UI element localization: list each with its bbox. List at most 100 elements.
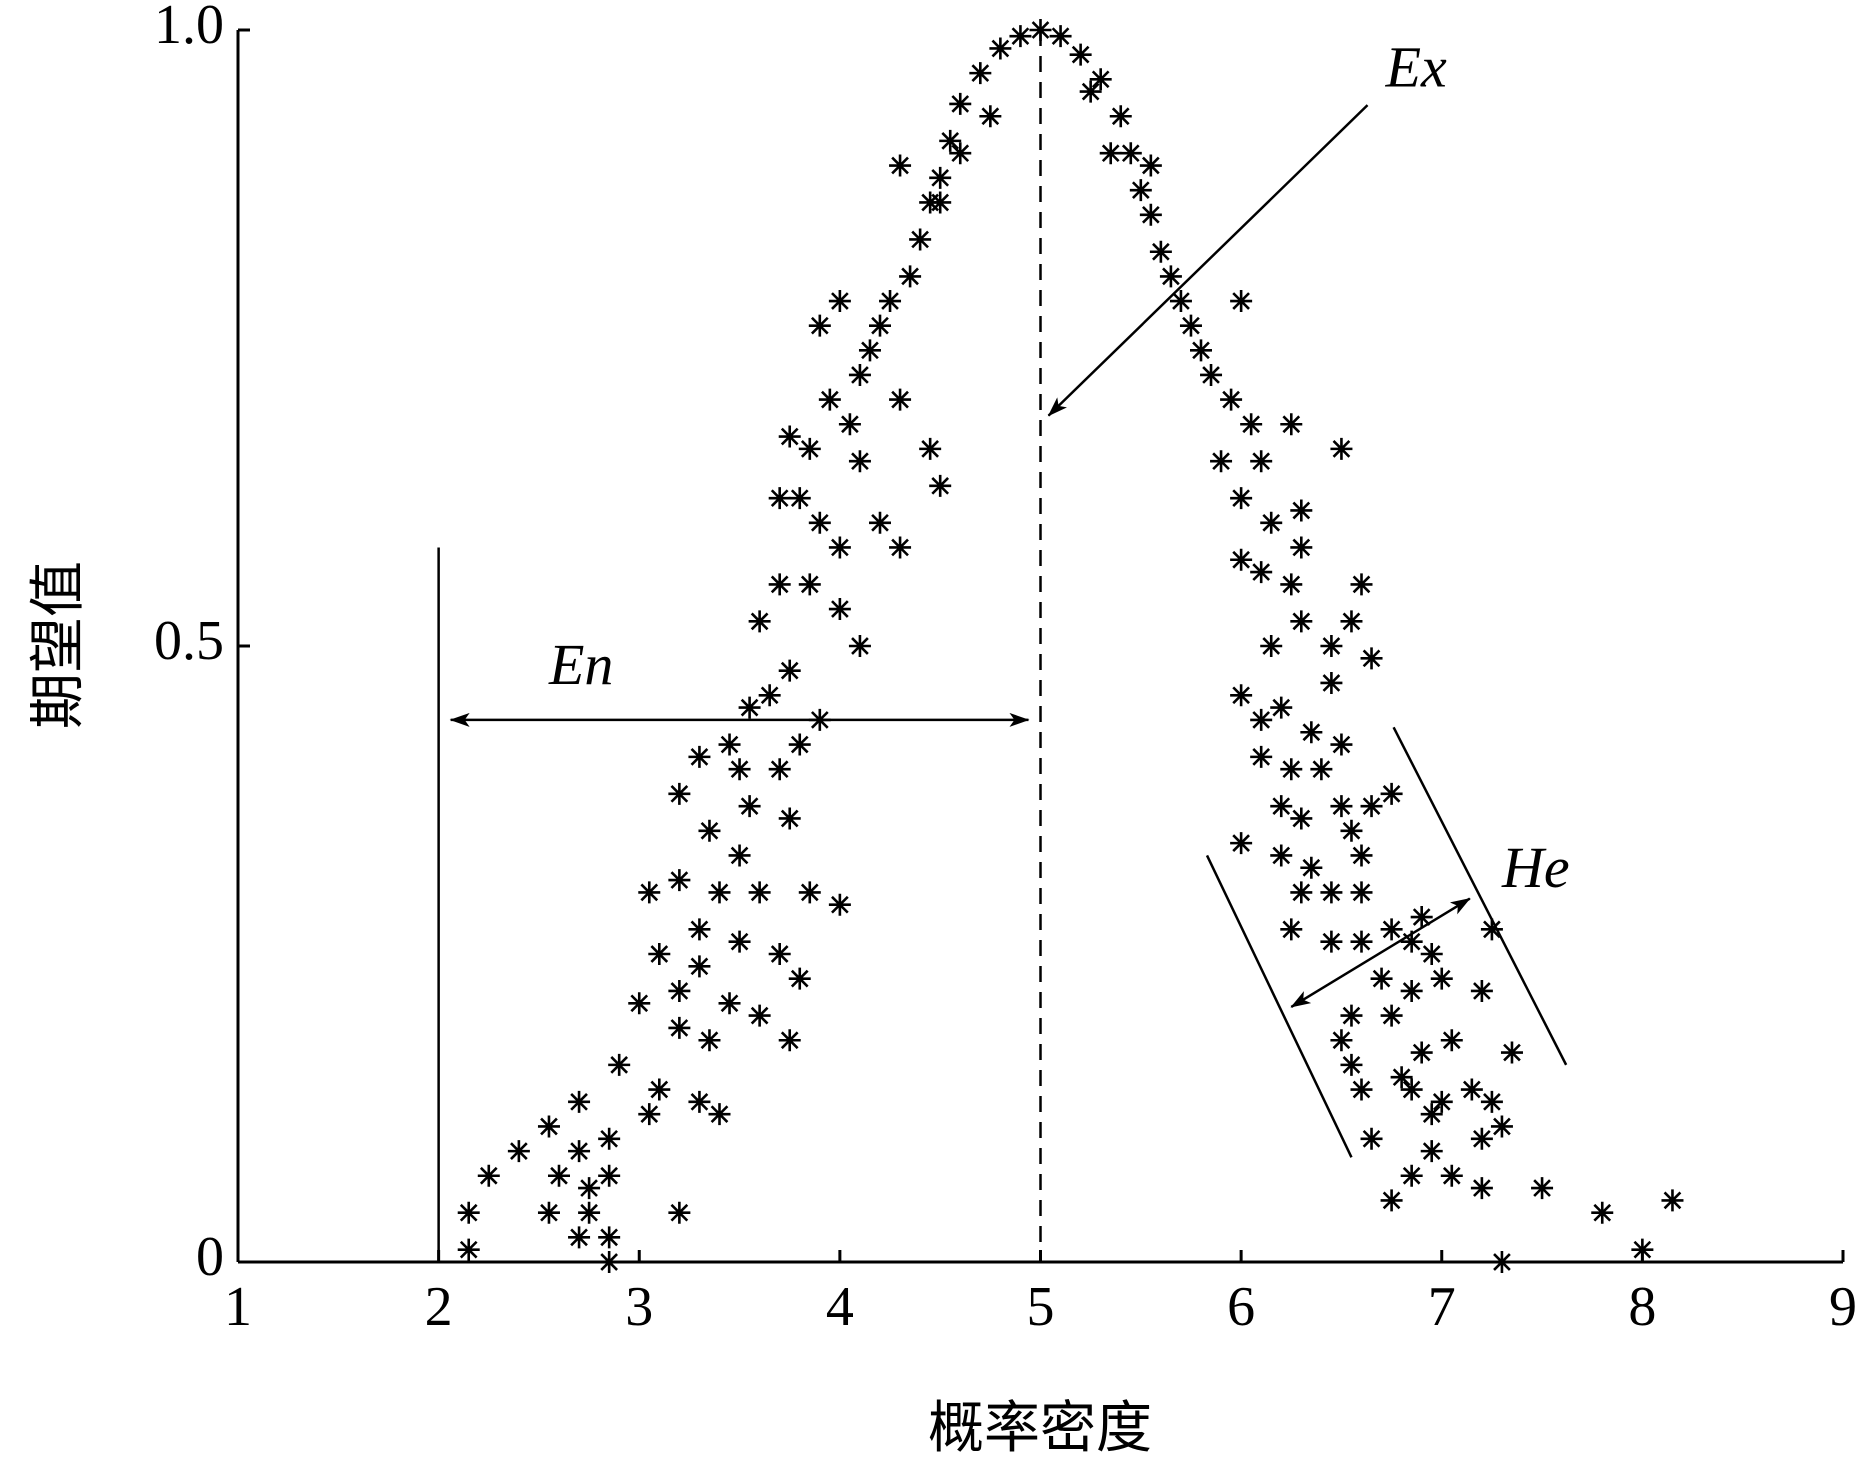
scatter-point (688, 1090, 711, 1113)
scatter-point (1230, 548, 1253, 571)
scatter-point (1300, 856, 1323, 879)
scatter-point (728, 758, 751, 781)
scatter-point (1330, 733, 1353, 756)
scatter-point (748, 1004, 771, 1027)
scatter-point (548, 1164, 570, 1187)
scatter-point (748, 881, 771, 904)
scatter-point (1320, 671, 1343, 694)
scatter-point (1089, 68, 1112, 91)
scatter-point (1230, 684, 1253, 707)
scatter-point (598, 1251, 621, 1273)
scatter-point (568, 1090, 591, 1113)
scatter-point (1500, 1041, 1523, 1064)
annotation: En (548, 632, 613, 697)
scatter-point (598, 1226, 621, 1249)
scatter-point (1360, 647, 1383, 670)
scatter-point (828, 598, 851, 621)
scatter-point (1139, 154, 1162, 177)
scatter-point (1129, 179, 1152, 202)
scatter-point (718, 733, 741, 756)
scatter-point (768, 943, 791, 965)
he-line (1205, 854, 1353, 1158)
scatter-point (608, 1053, 631, 1076)
x-tick-label: 5 (1027, 1276, 1055, 1338)
scatter-point (838, 413, 861, 436)
scatter-point (1480, 918, 1503, 941)
scatter-point (1310, 758, 1333, 781)
scatter-point (828, 893, 851, 916)
scatter-point (1420, 1140, 1443, 1163)
scatter-point (889, 388, 912, 411)
scatter-point (1220, 388, 1243, 411)
scatter-point (768, 573, 791, 596)
scatter-point (788, 733, 811, 756)
scatter-point (768, 487, 791, 510)
scatter-point (477, 1164, 500, 1187)
scatter-point (628, 992, 651, 1015)
x-tick-label: 6 (1227, 1276, 1255, 1338)
scatter-point (1480, 1090, 1503, 1113)
scatter-point (708, 881, 731, 904)
scatter-point (788, 487, 811, 510)
scatter-point (638, 1103, 661, 1126)
scatter-point (688, 918, 711, 941)
scatter-point (1270, 696, 1293, 719)
scatter-point (758, 684, 781, 707)
x-tick-label: 3 (625, 1276, 653, 1338)
scatter-point (1370, 967, 1393, 990)
scatter-point (1440, 1029, 1463, 1052)
scatter-point (1631, 1238, 1654, 1261)
scatter-point (949, 92, 972, 115)
scatter-point (1250, 450, 1273, 473)
scatter-point (798, 881, 821, 904)
scatter-point (1340, 1053, 1363, 1076)
scatter-point (668, 979, 691, 1002)
scatter-point (909, 228, 932, 251)
scatter-point (1390, 1066, 1413, 1089)
scatter-point (1340, 610, 1363, 633)
scatter-point (1270, 844, 1293, 867)
scatter-point (1490, 1115, 1513, 1138)
scatter-point (1350, 930, 1373, 953)
ex-arrow (1047, 104, 1369, 417)
scatter-point (828, 290, 851, 313)
y-tick-label: 0.5 (154, 610, 224, 672)
scatter-point (638, 881, 661, 904)
scatter-point (1330, 437, 1353, 460)
x-tick-label: 9 (1829, 1276, 1857, 1338)
scatter-point (1230, 487, 1253, 510)
scatter-point (1009, 25, 1032, 48)
scatter-point (578, 1177, 601, 1200)
scatter-point (798, 437, 821, 460)
scatter-point (798, 573, 821, 596)
scatter-point (1430, 1090, 1453, 1113)
scatter-point (1159, 265, 1182, 288)
scatter-point (929, 474, 952, 497)
scatter-point (1179, 314, 1202, 337)
scatter-point (1360, 1127, 1383, 1150)
scatter-point (1069, 43, 1092, 66)
scatter-point (768, 758, 791, 781)
scatter-point (648, 943, 671, 965)
scatter-point (728, 844, 751, 867)
y-axis-label: 期望值 (26, 561, 91, 729)
scatter-point (598, 1164, 621, 1187)
scatter-point (1290, 536, 1313, 559)
scatter-point (1460, 1078, 1483, 1101)
scatter-point (698, 1029, 721, 1052)
scatter-point (778, 425, 801, 448)
scatter-point (1230, 832, 1253, 855)
scatter-point (568, 1226, 591, 1249)
he-arrow (1290, 897, 1471, 1009)
y-tick-label: 1.0 (154, 0, 224, 56)
scatter-point (648, 1078, 671, 1101)
scatter-point (1200, 363, 1223, 386)
scatter-point (808, 708, 831, 731)
scatter-point (818, 388, 841, 411)
scatter-point (537, 1115, 560, 1138)
scatter-point (1250, 745, 1273, 768)
scatter-point (778, 659, 801, 682)
scatter-point (1149, 240, 1172, 263)
